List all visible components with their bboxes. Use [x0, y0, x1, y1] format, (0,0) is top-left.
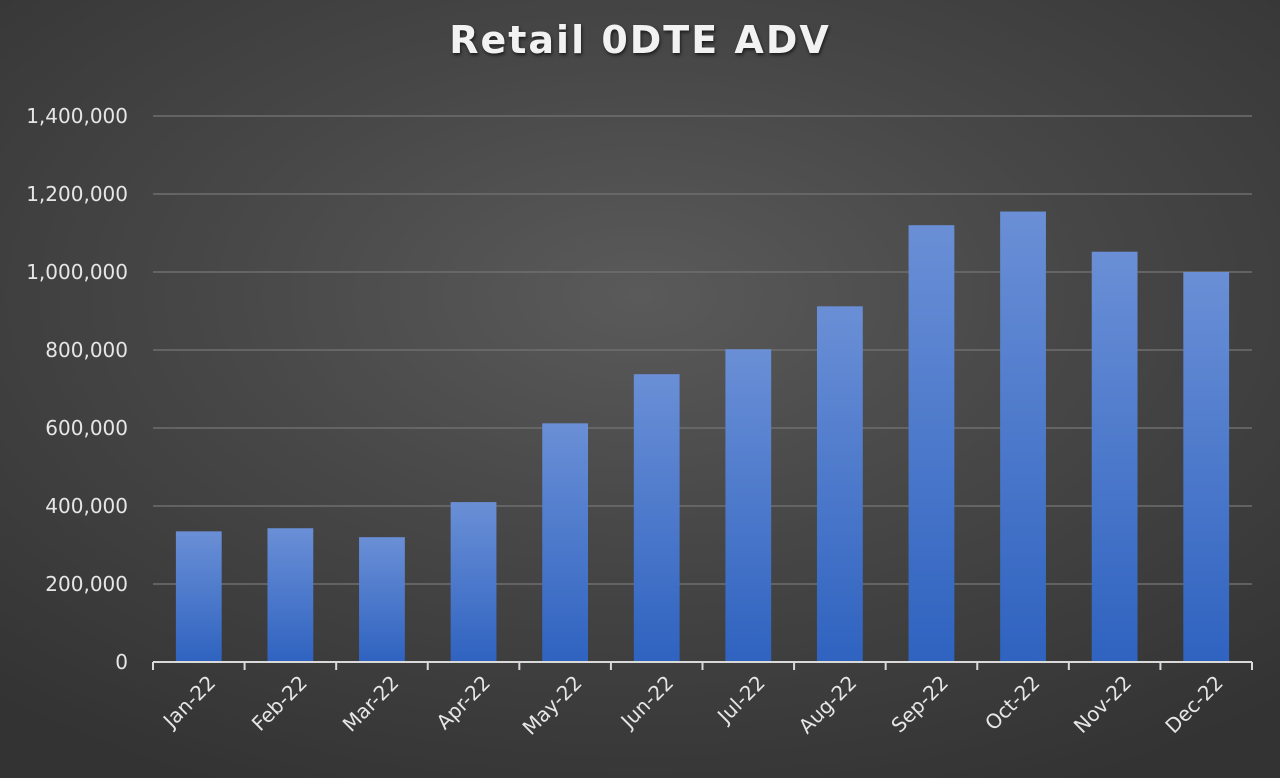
- x-axis: [152, 661, 1253, 670]
- x-tick-label: Mar-22: [338, 671, 404, 737]
- x-tick-label: May-22: [518, 671, 587, 740]
- bars: [175, 211, 1230, 663]
- x-tick-label: Sep-22: [886, 671, 953, 738]
- x-tick-label: Jan-22: [157, 671, 220, 734]
- x-tick-label: Oct-22: [980, 671, 1045, 736]
- bar-apr-22: [450, 502, 497, 662]
- x-tick-label: Aug-22: [794, 671, 862, 739]
- bar-aug-22: [816, 306, 863, 662]
- y-tick-label: 200,000: [45, 572, 128, 596]
- x-tick-label: Feb-22: [247, 671, 312, 736]
- y-tick-label: 1,400,000: [26, 104, 128, 128]
- gridlines: [153, 115, 1252, 585]
- x-tick-labels: Jan-22 Feb-22 Mar-22 Apr-22 May-22 Jun-22 Jul-…: [157, 671, 1228, 740]
- bar-oct-22: [1000, 211, 1046, 663]
- y-tick-label: 600,000: [45, 416, 128, 440]
- bar-dec-22: [1183, 272, 1230, 662]
- y-tick-label: 400,000: [45, 494, 128, 518]
- bar-jul-22: [725, 349, 772, 662]
- x-tick-label: Apr-22: [431, 671, 495, 735]
- y-tick-label: 800,000: [45, 338, 128, 362]
- y-tick-label: 1,200,000: [26, 182, 128, 206]
- bar-mar-22: [359, 537, 405, 662]
- x-tick-label: Jul-22: [711, 671, 770, 730]
- bar-feb-22: [267, 528, 314, 662]
- bar-jun-22: [633, 374, 680, 662]
- x-tick-label: Nov-22: [1069, 671, 1136, 738]
- x-tick-label: Jun-22: [615, 671, 679, 735]
- bar-sep-22: [908, 225, 955, 662]
- y-tick-label: 1,000,000: [26, 260, 128, 284]
- y-tick-label: 0: [115, 650, 128, 674]
- x-tick-label: Dec-22: [1160, 671, 1227, 738]
- bar-jan-22: [175, 531, 222, 662]
- y-tick-labels: 0 200,000 400,000 600,000 800,000 1,000,000 1,…: [26, 104, 128, 674]
- bar-may-22: [542, 423, 589, 662]
- bar-nov-22: [1091, 251, 1138, 662]
- chart-title: Retail 0DTE ADV: [449, 18, 831, 62]
